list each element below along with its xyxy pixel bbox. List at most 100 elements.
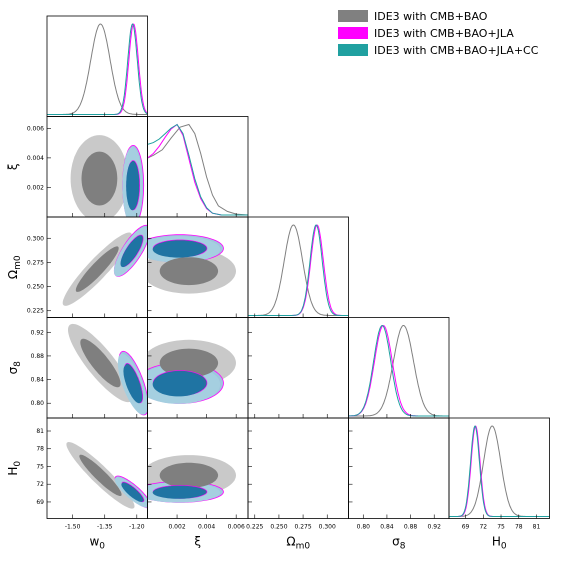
ytick-label-s8-2: 0.88: [31, 353, 45, 360]
panel-h0-h0-marginal-cmb-bao: [449, 425, 550, 517]
xtick-label-h0-1: 72: [479, 524, 487, 531]
xtick-label-om-2: 0.275: [294, 524, 311, 531]
panel-xi-om-contour68-cmb-bao: [159, 257, 219, 286]
panel-w0-w0-marginal-cmb-bao-jla: [47, 23, 148, 115]
yaxis-label-h0: H0: [6, 461, 23, 476]
panel-w0-om-contour68-cmb-bao: [75, 246, 119, 292]
ytick-label-s8-0: 0.80: [31, 400, 45, 407]
ytick-label-s8-3: 0.92: [31, 329, 45, 336]
panel-w0-h0-contour68-cmb-bao: [79, 454, 122, 496]
panel-w0-s8-contour68-cmb-bao: [80, 338, 121, 388]
ytick-label-h0-1: 72: [36, 481, 44, 488]
xtick-label-xi-0: 0.002: [168, 524, 185, 531]
axis-labels-layer: -1.50 -1.35 -1.20 0.002 0.004 0.006 0.225 0.250…: [6, 125, 540, 551]
yaxis-label-s8: σ8: [6, 361, 23, 375]
xaxis-label-w0: w0: [89, 535, 105, 552]
legend-swatch-cmb-bao: [338, 10, 368, 22]
panel-xi-om-plot: [147, 234, 236, 294]
panel-xi-xi-marginal-cmb-bao: [147, 123, 248, 216]
panel-xi-xi-plot: [147, 123, 248, 216]
ytick-label-h0-2: 75: [36, 463, 44, 470]
xtick-label-s8-1: 0.84: [380, 524, 394, 531]
panel-w0-om-plot: [62, 224, 148, 306]
ytick-label-xi-2: 0.006: [27, 125, 44, 132]
panel-xi-h0-plot: [147, 455, 236, 503]
ytick-label-xi-0: 0.002: [27, 184, 44, 191]
panel-h0-h0-marginal-cmb-bao-jla: [449, 425, 550, 517]
ytick-label-h0-3: 78: [36, 446, 44, 453]
panel-xi-s8-plot: [147, 339, 236, 404]
ytick-label-om-0: 0.225: [27, 308, 44, 315]
xaxis-label-s8: σ8: [392, 535, 406, 552]
panel-w0-xi-contour68-cmb-bao-jla-cc: [126, 161, 139, 211]
legend-label-cmb-bao: IDE3 with CMB+BAO: [374, 10, 488, 23]
legend-swatch-cmb-bao-jla: [338, 27, 368, 39]
xtick-label-h0-2: 75: [497, 524, 505, 531]
panel-om-om-frame: [247, 216, 349, 318]
panel-om-s8-frame: [247, 317, 349, 419]
panel-xi-xi-frame: [147, 116, 249, 218]
xtick-label-om-0: 0.225: [246, 524, 263, 531]
ytick-label-om-2: 0.275: [27, 259, 44, 266]
panel-w0-h0-contour68-cmb-bao-jla-cc: [121, 483, 143, 502]
panel-xi-xi-marginal-cmb-bao-jla: [147, 123, 248, 216]
panel-w0-h0-plot: [66, 442, 148, 509]
panel-w0-w0-frame: [46, 15, 148, 117]
panel-xi-h0-contour68-cmb-bao: [159, 462, 219, 488]
xtick-label-w0-0: -1.50: [65, 524, 81, 531]
ytick-label-h0-4: 81: [36, 428, 44, 435]
panel-om-om-plot: [248, 224, 349, 316]
ytick-label-om-1: 0.250: [27, 284, 44, 291]
xtick-label-h0-4: 81: [533, 524, 541, 531]
xtick-label-s8-0: 0.80: [357, 524, 371, 531]
panel-xi-h0-contour68-cmb-bao-jla-cc: [152, 486, 205, 499]
panel-w0-w0-marginal-cmb-bao: [47, 23, 148, 115]
xtick-label-w0-2: -1.20: [129, 524, 145, 531]
panel-xi-om-contour68-cmb-bao-jla-cc: [152, 241, 205, 258]
xtick-label-s8-2: 0.88: [404, 524, 418, 531]
legend-label-cmb-bao-jla-cc: IDE3 with CMB+BAO+JLA+CC: [374, 44, 539, 57]
ytick-label-h0-0: 69: [36, 499, 44, 506]
panel-xi-s8-contour68-cmb-bao-jla-cc: [152, 372, 205, 397]
panel-w0-s8-contour68-cmb-bao-jla-cc: [123, 365, 142, 404]
legend-label-cmb-bao-jla: IDE3 with CMB+BAO+JLA: [374, 27, 514, 40]
panel-w0-xi-plot: [70, 135, 145, 217]
panel-s8-h0-frame: [348, 417, 450, 519]
panel-s8-s8-marginal-cmb-bao: [348, 325, 449, 417]
panel-xi-s8-contour68-cmb-bao: [159, 348, 219, 378]
panel-w0-xi-contour68-cmb-bao: [81, 151, 118, 206]
panel-om-h0-frame: [247, 417, 349, 519]
panel-w0-om-contour68-cmb-bao-jla-cc: [120, 236, 142, 268]
xtick-label-w0-1: -1.35: [97, 524, 113, 531]
xtick-label-h0-0: 69: [462, 524, 470, 531]
panel-w0-w0-marginal-cmb-bao-jla-cc: [47, 23, 148, 115]
panel-xi-xi-marginal-cmb-bao-jla-cc: [147, 123, 248, 216]
xtick-label-xi-2: 0.006: [228, 524, 245, 531]
xtick-label-om-1: 0.250: [270, 524, 287, 531]
xtick-label-xi-1: 0.004: [198, 524, 215, 531]
legend: IDE3 with CMB+BAO IDE3 with CMB+BAO+JLA …: [338, 10, 539, 57]
xaxis-label-xi: ξ: [194, 535, 201, 549]
panel-w0-s8-plot: [68, 323, 148, 416]
panels-layer: [46, 15, 550, 519]
ytick-label-om-3: 0.300: [27, 235, 44, 242]
yaxis-label-xi: ξ: [6, 163, 20, 170]
xtick-label-om-3: 0.300: [319, 524, 336, 531]
legend-swatch-cmb-bao-jla-cc: [338, 44, 368, 56]
panel-h0-h0-marginal-cmb-bao-jla-cc: [449, 425, 550, 517]
panel-om-om-marginal-cmb-bao-jla-cc: [248, 224, 349, 316]
ytick-label-s8-1: 0.84: [31, 377, 45, 384]
xtick-label-s8-3: 0.92: [428, 524, 442, 531]
panel-h0-h0-frame: [448, 417, 550, 519]
panel-h0-h0-plot: [449, 425, 550, 517]
xaxis-label-h0: H0: [492, 535, 507, 552]
xtick-label-h0-3: 78: [515, 524, 523, 531]
panel-s8-s8-plot: [348, 324, 449, 417]
panel-om-om-marginal-cmb-bao: [248, 224, 349, 316]
yaxis-label-om: Ωm0: [6, 255, 23, 279]
panel-w0-w0-plot: [47, 23, 148, 115]
panel-s8-s8-marginal-cmb-bao-jla-cc: [348, 324, 449, 417]
ytick-label-xi-1: 0.004: [27, 155, 44, 162]
xaxis-label-om: Ωm0: [286, 535, 310, 552]
